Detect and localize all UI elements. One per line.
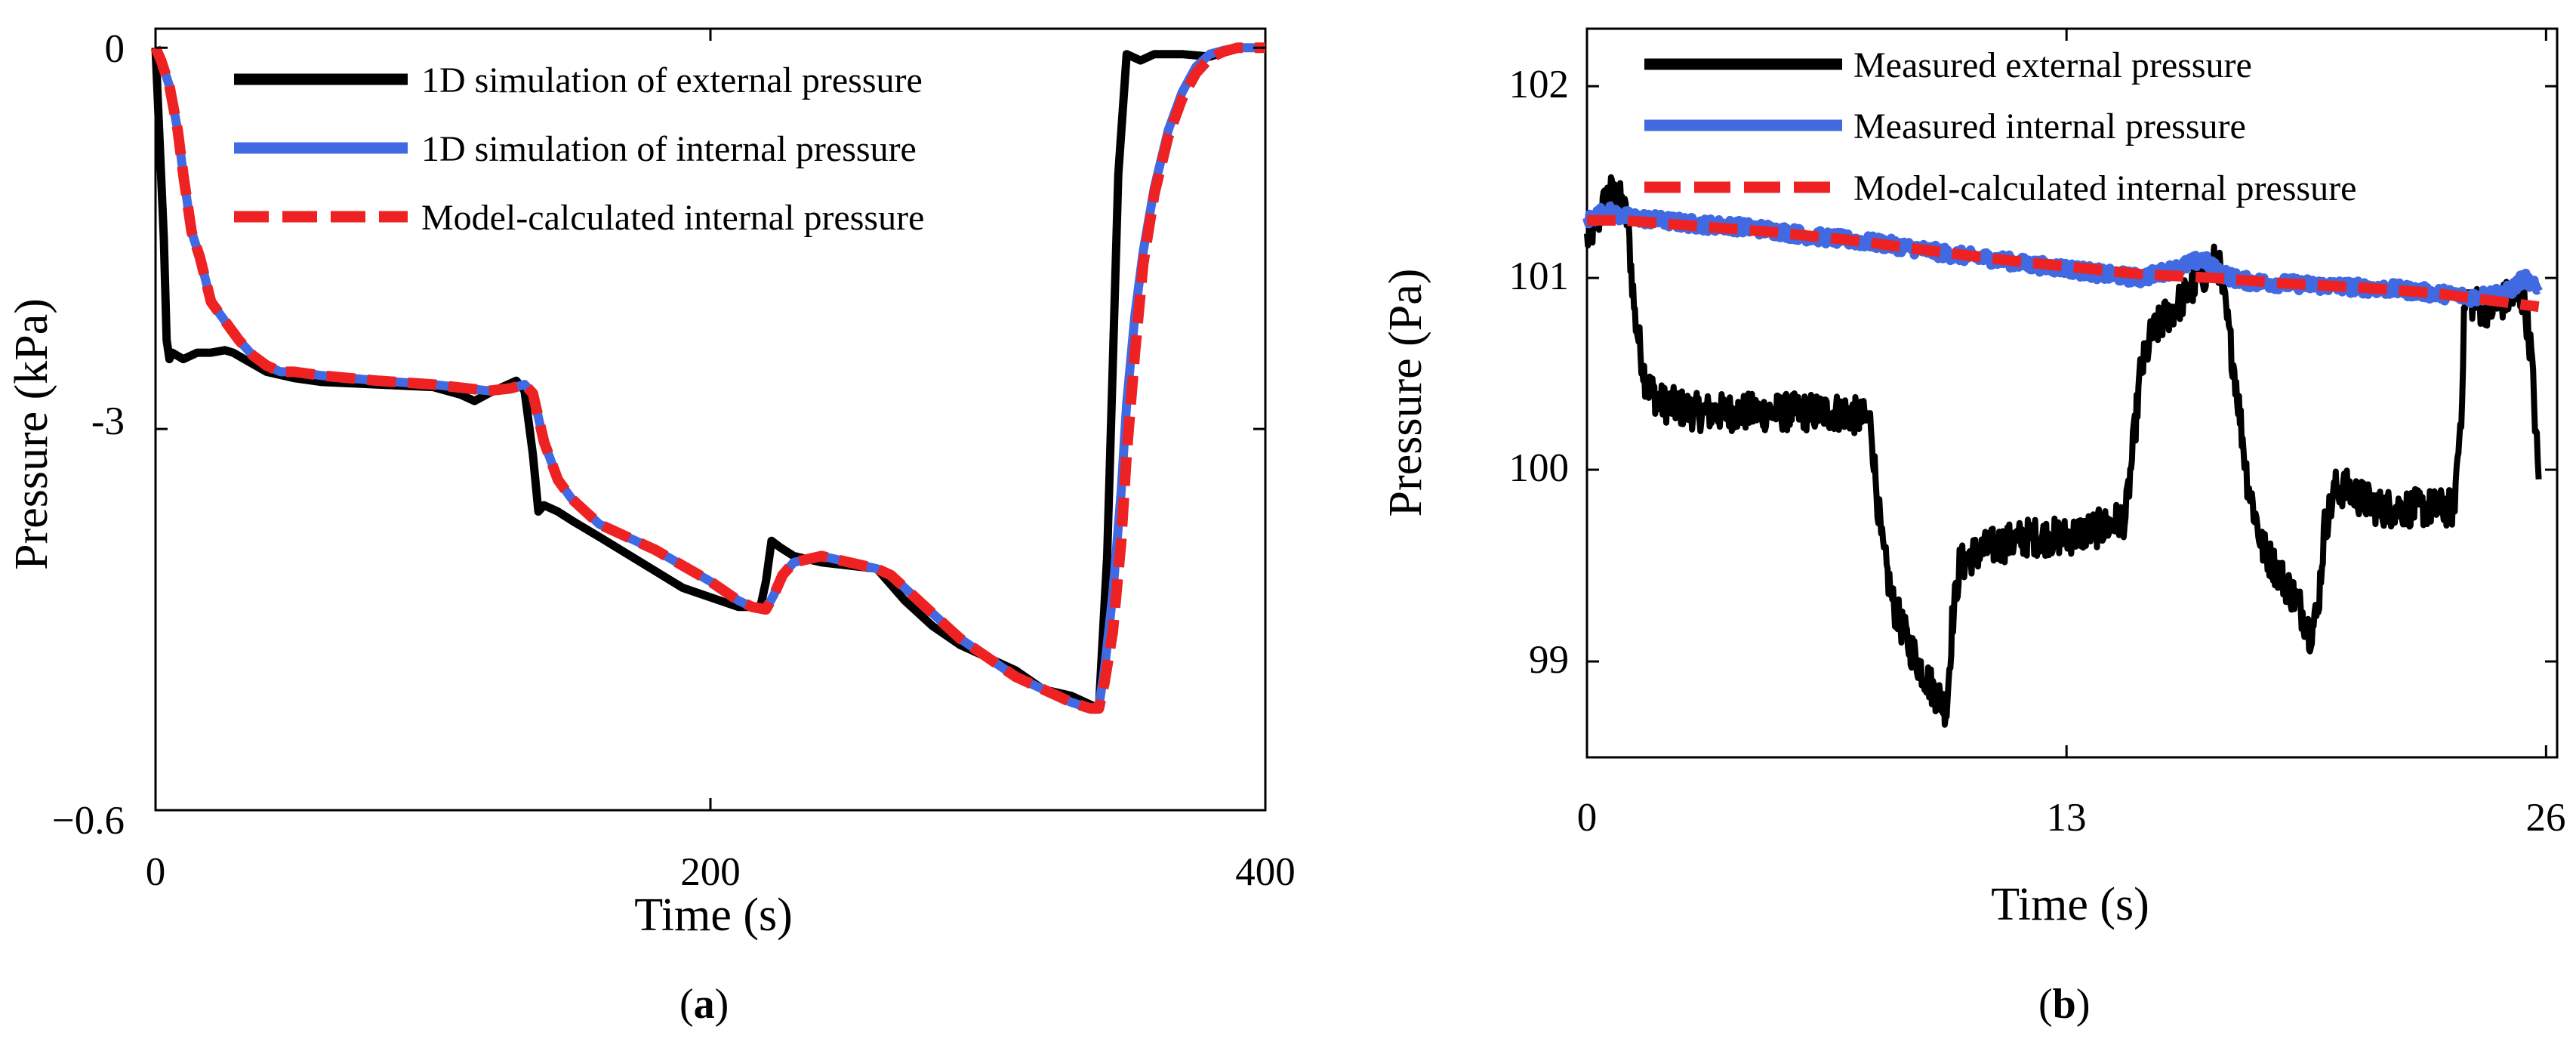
ytick-label: 99	[1529, 638, 1569, 682]
plot-frame-a	[154, 27, 1267, 812]
caption-b: (b)	[2038, 981, 2090, 1028]
series-group-a	[150, 42, 1265, 714]
legend-label: Measured internal pressure	[1853, 106, 2246, 146]
ytick-label: 100	[1509, 446, 1570, 490]
xtick-label: 0	[146, 850, 166, 894]
caption-a: (a)	[679, 981, 729, 1028]
caption-letter: b	[2053, 981, 2076, 1028]
xtick-label: 13	[2047, 796, 2087, 840]
ytick-label: 102	[1509, 63, 1570, 106]
chart-panel-b: 99 100 101 102 0 13 26 Time (s) Pressure…	[1380, 27, 2566, 1028]
legend-label: Model-calculated internal pressure	[421, 198, 924, 238]
series-line-1	[1584, 174, 2542, 728]
xtick-label: 26	[2526, 796, 2566, 840]
legend-label: 1D simulation of internal pressure	[421, 129, 917, 169]
series-line-3	[150, 42, 1265, 714]
caption-letter: a	[694, 981, 715, 1028]
x-axis-label: Time (s)	[1991, 879, 2149, 930]
ytick-label: -3	[91, 399, 125, 443]
chart-panel-a: 0 -3 −0.6 0 200 400 Time (s) Pressure (k…	[6, 27, 1296, 1028]
y-axis-label: Pressure (Pa)	[1380, 269, 1431, 517]
legend-label: Model-calculated internal pressure	[1853, 168, 2356, 208]
series-group-b	[1582, 174, 2543, 728]
y-axis-label: Pressure (kPa)	[6, 298, 57, 570]
legend-a: 1D simulation of external pressure 1D si…	[234, 60, 924, 238]
ytick-label: −0.6	[52, 799, 125, 843]
series-line-3	[1587, 214, 2540, 313]
ytick-label: 0	[105, 27, 125, 71]
xtick-label: 400	[1235, 850, 1296, 894]
axis-ticks-a	[154, 29, 1267, 812]
caption-close: )	[715, 981, 729, 1028]
axis-ticks-b	[1585, 29, 2557, 757]
caption-open: (	[2038, 981, 2053, 1028]
caption-close: )	[2076, 981, 2091, 1028]
xtick-label: 0	[1577, 796, 1598, 840]
legend-label: 1D simulation of external pressure	[421, 60, 923, 100]
x-axis-label: Time (s)	[634, 889, 793, 941]
legend-label: Measured external pressure	[1853, 45, 2252, 85]
xtick-label: 200	[680, 850, 741, 894]
legend-b: Measured external pressure Measured inte…	[1644, 45, 2356, 208]
ytick-label: 101	[1509, 254, 1570, 298]
series-line-1	[151, 43, 1265, 713]
caption-open: (	[679, 981, 694, 1028]
